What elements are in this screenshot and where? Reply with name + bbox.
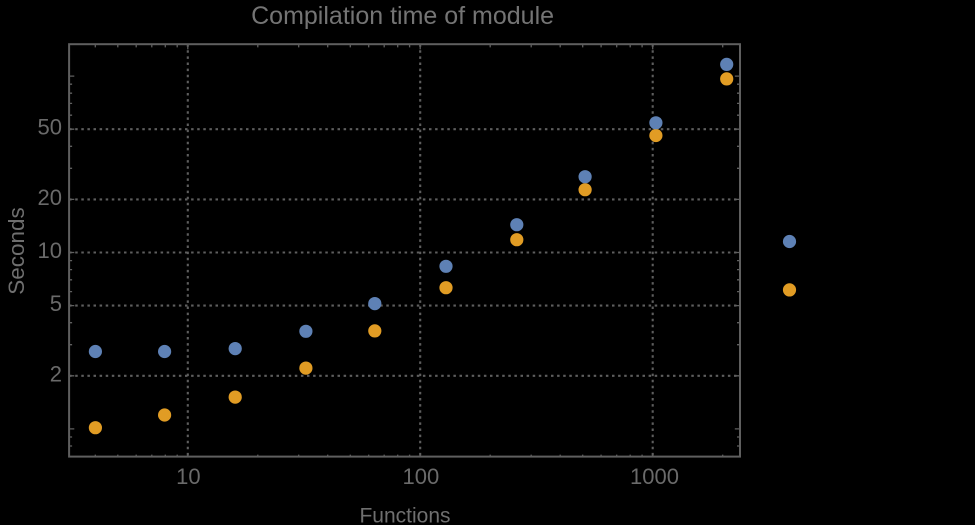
svg-text:10: 10 xyxy=(176,464,200,489)
svg-text:20: 20 xyxy=(38,185,62,210)
svg-text:5: 5 xyxy=(50,291,62,316)
svg-text:1000: 1000 xyxy=(630,464,679,489)
svg-text:100: 100 xyxy=(403,464,440,489)
svg-text:50: 50 xyxy=(38,115,62,140)
svg-text:Compilation time of module: Compilation time of module xyxy=(251,2,554,30)
svg-text:2: 2 xyxy=(50,361,62,386)
svg-text:10: 10 xyxy=(38,238,62,263)
svg-text:Functions: Functions xyxy=(359,505,450,525)
svg-text:Seconds: Seconds xyxy=(4,207,29,295)
